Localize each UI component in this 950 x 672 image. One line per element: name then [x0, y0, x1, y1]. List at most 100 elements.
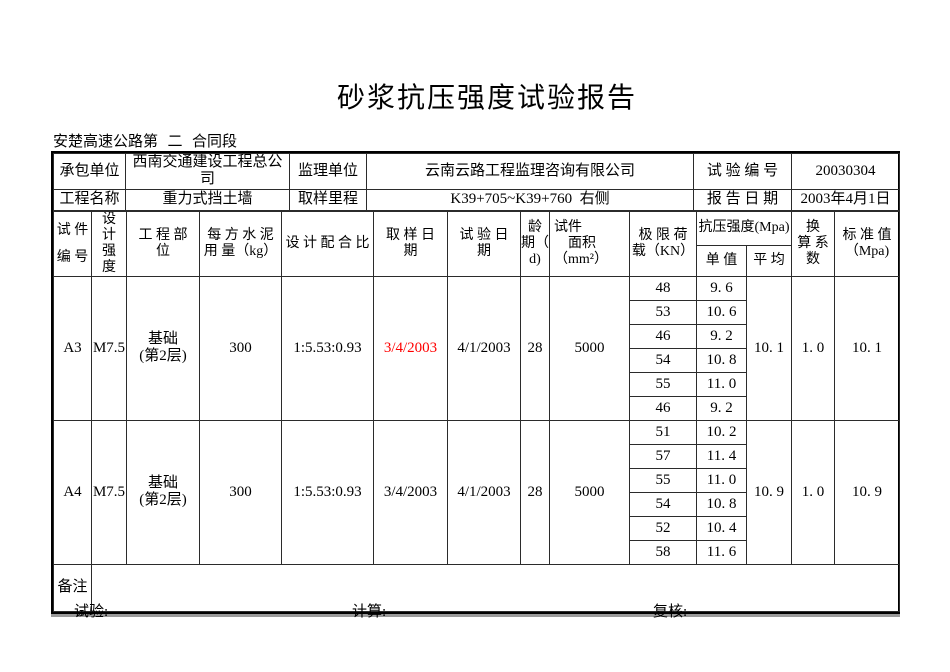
mix-value: 1:5.53:0.93	[281, 419, 374, 565]
single-strength-value: 10. 2	[696, 419, 747, 445]
header-row-2: 单 值 平 均	[54, 245, 900, 277]
standard-value: 10. 9	[834, 419, 900, 565]
cement-value: 300	[199, 419, 282, 565]
mix-value: 1:5.53:0.93	[281, 275, 374, 421]
specimen-a3-row-5: 55 11. 0	[54, 371, 900, 397]
header-cement: 每 方 水 泥 用 量（kg）	[199, 210, 282, 277]
load-value: 51	[629, 419, 697, 445]
test-no-label: 试 验 编 号	[693, 153, 792, 190]
average-strength-value: 10. 1	[746, 275, 792, 421]
header-specimen-no: 试 件 编 号	[53, 210, 92, 277]
single-strength-value: 9. 6	[696, 275, 747, 301]
specimen-a3-row-4: 54 10. 8	[54, 347, 900, 373]
signature-review-label: 复核:	[653, 604, 688, 620]
age-value: 28	[520, 275, 550, 421]
remarks-row: 备注	[53, 563, 900, 612]
header-single-value: 单 值	[696, 245, 747, 277]
info-table: 承包单位 西南交通建设工程总公司 监理单位 云南云路工程监理咨询有限公司 试 验…	[53, 153, 900, 211]
standard-value: 10. 1	[834, 275, 900, 421]
load-value: 52	[629, 515, 697, 541]
specimen-a4-row-5: 52 10. 4	[54, 515, 900, 541]
single-strength-value: 10. 4	[696, 515, 747, 541]
header-area: 试件 面积 （mm²）	[549, 210, 630, 277]
load-value: 54	[629, 491, 697, 517]
area-value: 5000	[549, 275, 630, 421]
cement-value: 300	[199, 275, 282, 421]
single-strength-value: 10. 8	[696, 491, 747, 517]
signature-calc-label: 计算:	[352, 604, 387, 620]
specimen-a4-row-6: 58 11. 6	[54, 539, 900, 565]
signature-test-label: 试验:	[74, 604, 109, 620]
header-average: 平 均	[746, 245, 792, 277]
load-value: 46	[629, 323, 697, 349]
report-date-value: 2003年4月1日	[791, 188, 900, 211]
supervisor-label: 监理单位	[289, 153, 367, 190]
contractor-label: 承包单位	[53, 153, 126, 190]
single-strength-value: 9. 2	[696, 395, 747, 421]
specimen-a4-row-4: 54 10. 8	[54, 491, 900, 517]
remark-value	[91, 563, 900, 612]
load-value: 55	[629, 371, 697, 397]
header-row-1: 试 件 编 号 设 计 强 度 工 程 部 位 每 方 水 泥 用 量（kg） …	[53, 210, 900, 277]
specimen-a4-row-1: A4 M7.5 基础 (第2层) 300 1:5.53:0.93 3/4/200…	[53, 419, 900, 565]
header-test-date: 试 验 日 期	[447, 210, 521, 277]
single-strength-value: 10. 6	[696, 299, 747, 325]
test-date-value: 4/1/2003	[447, 275, 521, 421]
single-strength-value: 9. 2	[696, 323, 747, 349]
page-title: 砂浆抗压强度试验报告	[336, 83, 637, 114]
supervisor-value: 云南云路工程监理咨询有限公司	[366, 153, 694, 190]
header-strength: 抗压强度(Mpa)	[696, 210, 792, 247]
load-value: 53	[629, 299, 697, 325]
load-value: 55	[629, 467, 697, 493]
header-standard: 标 准 值 （Mpa)	[834, 210, 900, 277]
specimen-a4-row-2: 57 11. 4	[54, 443, 900, 469]
results-table: 试 件 编 号 设 计 强 度 工 程 部 位 每 方 水 泥 用 量（kg） …	[53, 210, 900, 612]
test-date-value: 4/1/2003	[447, 419, 521, 565]
header-coef: 换 算 系 数	[791, 210, 835, 277]
single-strength-value: 11. 4	[696, 443, 747, 469]
mileage-label: 取样里程	[289, 188, 367, 211]
contractor-value: 西南交通建设工程总公司	[125, 153, 290, 190]
part-value: 基础 (第2层)	[126, 275, 200, 421]
load-value: 57	[629, 443, 697, 469]
info-row-2: 工程名称 重力式挡土墙 取样里程 K39+705~K39+760 右侧 报 告 …	[53, 188, 900, 211]
header-load: 极 限 荷 载（KN）	[629, 210, 697, 277]
coef-value: 1. 0	[791, 419, 835, 565]
single-strength-value: 10. 8	[696, 347, 747, 373]
header-part: 工 程 部 位	[126, 210, 200, 277]
header-sampling-date: 取 样 日 期	[373, 210, 448, 277]
design-strength-value: M7.5	[91, 419, 127, 565]
contract-prefix: 安楚高速公路第	[53, 134, 159, 150]
specimen-id: A3	[53, 275, 92, 421]
specimen-a3-row-2: 53 10. 6	[54, 299, 900, 325]
report-body: 承包单位 西南交通建设工程总公司 监理单位 云南云路工程监理咨询有限公司 试 验…	[51, 151, 900, 614]
header-design-strength: 设 计 强 度	[91, 210, 127, 277]
design-strength-value: M7.5	[91, 275, 127, 421]
single-strength-value: 11. 0	[696, 371, 747, 397]
specimen-a3-row-3: 46 9. 2	[54, 323, 900, 349]
report-date-label: 报 告 日 期	[693, 188, 792, 211]
area-value: 5000	[549, 419, 630, 565]
load-value: 46	[629, 395, 697, 421]
average-strength-value: 10. 9	[746, 419, 792, 565]
contract-suffix: 合同段	[192, 134, 238, 150]
part-value: 基础 (第2层)	[126, 419, 200, 565]
load-value: 58	[629, 539, 697, 565]
specimen-id: A4	[53, 419, 92, 565]
sampling-date-value: 3/4/2003	[373, 275, 448, 421]
test-no-value: 20030304	[791, 153, 900, 190]
age-value: 28	[520, 419, 550, 565]
contract-line: 安楚高速公路第 二 合同段	[53, 130, 237, 152]
project-label: 工程名称	[53, 188, 126, 211]
project-value: 重力式挡土墙	[125, 188, 290, 211]
single-strength-value: 11. 0	[696, 467, 747, 493]
footer-signatures: 试验: 计算: 复核:	[0, 600, 950, 620]
coef-value: 1. 0	[791, 275, 835, 421]
contract-blank-underline: 二	[158, 130, 193, 152]
load-value: 54	[629, 347, 697, 373]
remark-label: 备注	[53, 563, 92, 612]
single-strength-value: 11. 6	[696, 539, 747, 565]
header-mix: 设 计 配 合 比	[281, 210, 374, 277]
sampling-date-value: 3/4/2003	[373, 419, 448, 565]
